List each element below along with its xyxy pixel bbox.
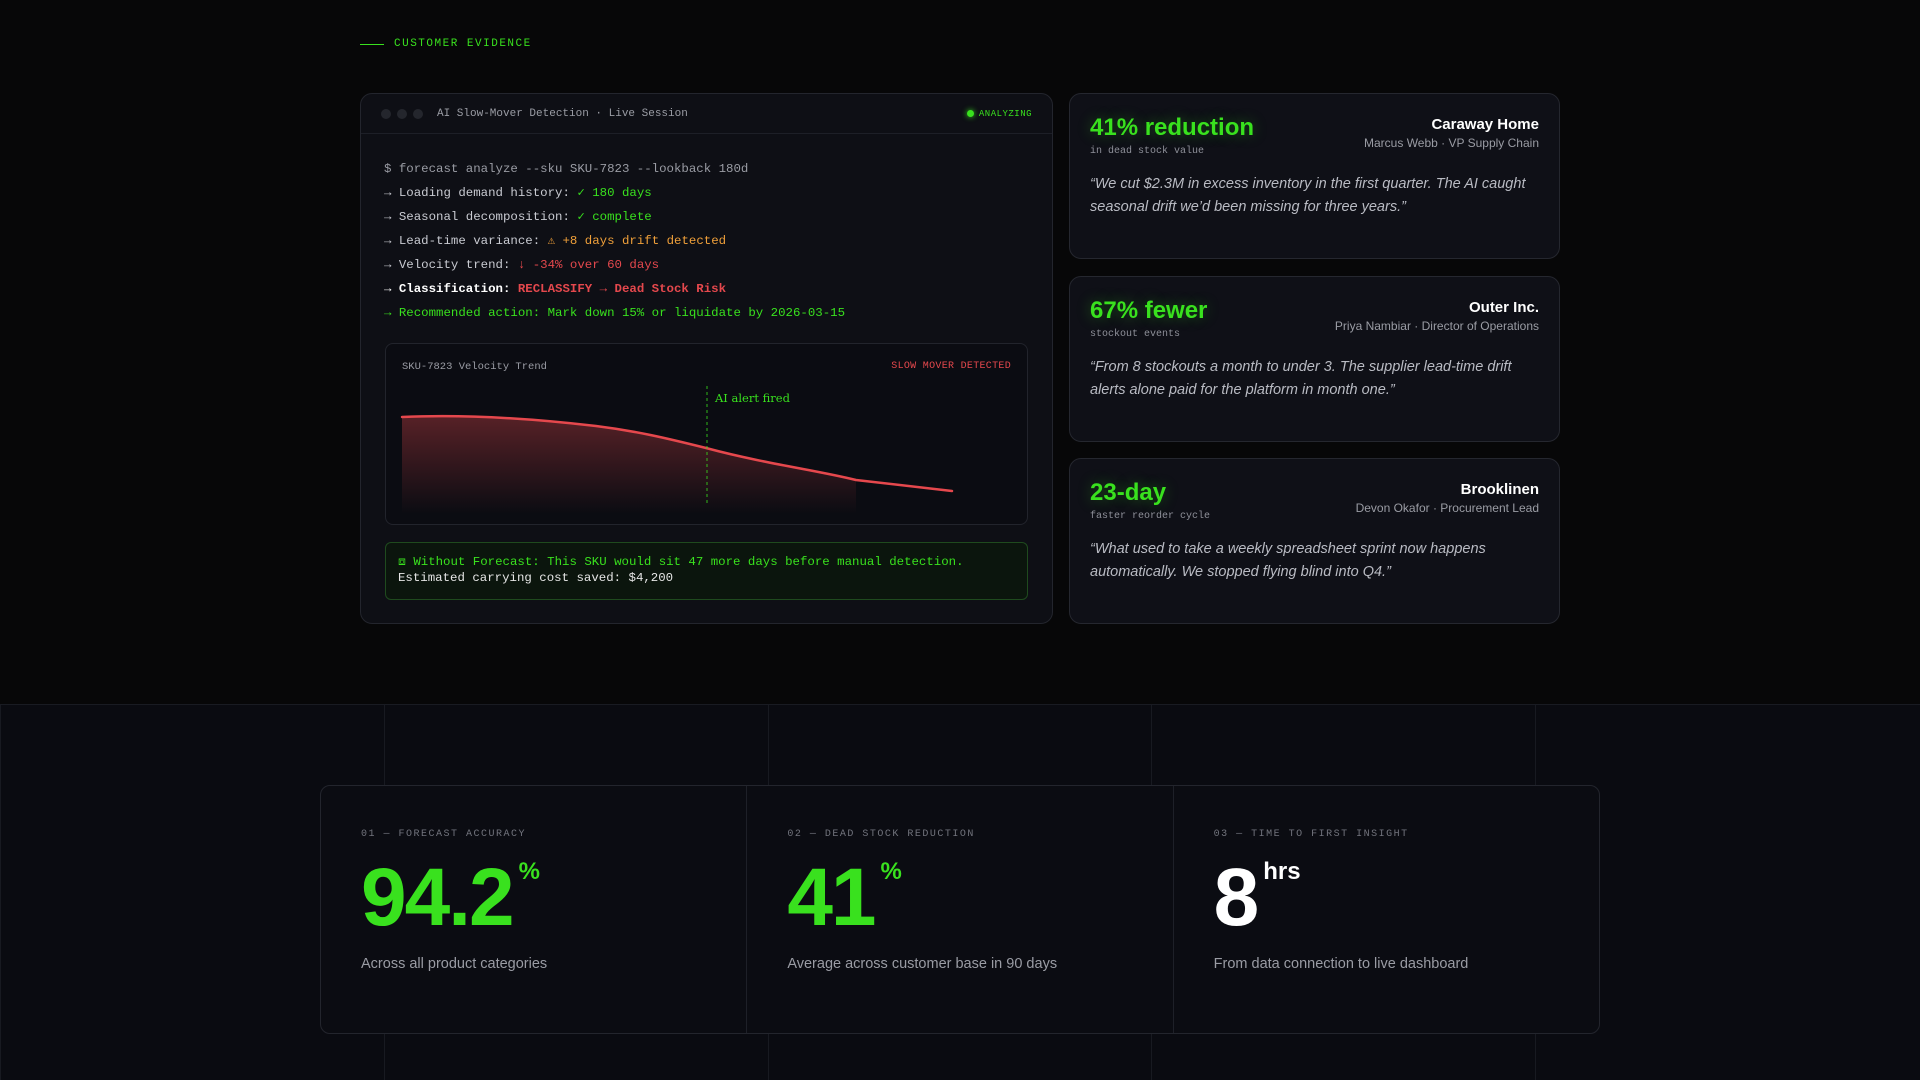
person-name: Priya Nambiar · Director of Operations bbox=[1334, 319, 1539, 333]
line-label: → Velocity trend: bbox=[384, 258, 518, 272]
line-value: ↓ -34% over 60 days bbox=[517, 258, 660, 272]
window-dot-icon bbox=[397, 108, 407, 119]
testimonial-card: 41% reduction in dead stock value Carawa… bbox=[1069, 93, 1560, 259]
note-line: Estimated carrying cost saved: $4,200 bbox=[398, 571, 674, 585]
card-metric: 23-day bbox=[1090, 479, 1167, 506]
testimonial-quote: “What used to take a weekly spreadsheet … bbox=[1090, 541, 1486, 580]
stat-value: 8 hrs bbox=[1214, 848, 1301, 948]
stat-value: 94.2 % bbox=[361, 848, 540, 948]
line-label: → Loading demand history: bbox=[384, 186, 578, 200]
person-name: Devon Okafor · Procurement Lead bbox=[1355, 501, 1539, 515]
line-label: → Seasonal decomposition: bbox=[384, 210, 578, 224]
stat-time-to-insight: 03 — TIME TO FIRST INSIGHT 8 hrs From da… bbox=[1172, 786, 1599, 1033]
terminal-line: → Lead-time variance: ⚠ +8 days drift de… bbox=[384, 229, 1029, 253]
stat-unit: % bbox=[880, 858, 902, 885]
stats-panel: 01 — FORECAST ACCURACY 94.2 % Across all… bbox=[320, 785, 1600, 1034]
terminal-line: → Loading demand history: ✓ 180 days bbox=[384, 181, 1029, 205]
testimonial-quote: “We cut $2.3M in excess inventory in the… bbox=[1090, 176, 1526, 215]
company-name: Outer Inc. bbox=[1468, 299, 1539, 316]
stat-description: From data connection to live dashboard bbox=[1213, 956, 1469, 972]
terminal-title: AI Slow-Mover Detection · Live Session bbox=[437, 107, 688, 120]
terminal-line: → Recommended action: Mark down 15% or l… bbox=[384, 301, 1029, 325]
stat-label: 01 — FORECAST ACCURACY bbox=[361, 829, 527, 840]
card-attribution: Outer Inc. Priya Nambiar · Director of O… bbox=[1335, 299, 1539, 333]
testimonial-card: 67% fewer stockout events Outer Inc. Pri… bbox=[1069, 276, 1560, 442]
terminal-command: $ forecast analyze --sku SKU-7823 --look… bbox=[384, 162, 749, 176]
window-dot-icon bbox=[381, 108, 391, 119]
chart-title: SKU-7823 Velocity Trend bbox=[402, 361, 547, 373]
status-text: ANALYZING bbox=[978, 108, 1032, 119]
line-label: → Lead-time variance: bbox=[384, 234, 548, 248]
stat-label: 02 — DEAD STOCK REDUCTION bbox=[787, 829, 975, 840]
line-value: ✓ complete bbox=[577, 210, 652, 224]
stat-unit: % bbox=[518, 858, 540, 885]
card-attribution: Caraway Home Marcus Webb · VP Supply Cha… bbox=[1364, 116, 1539, 150]
card-attribution: Brooklinen Devon Okafor · Procurement Le… bbox=[1356, 481, 1539, 515]
line-value: ⚠ +8 days drift detected bbox=[547, 234, 727, 248]
window-dot-icon bbox=[413, 108, 423, 119]
terminal-line: → Classification: RECLASSIFY → Dead Stoc… bbox=[384, 277, 1029, 301]
line-label: → Classification: bbox=[384, 282, 518, 296]
terminal-body: $ forecast analyze --sku SKU-7823 --look… bbox=[361, 134, 1052, 325]
stat-description: Across all product categories bbox=[361, 956, 548, 972]
terminal-line: → Seasonal decomposition: ✓ complete bbox=[384, 205, 1029, 229]
stat-number: 8 bbox=[1213, 852, 1260, 943]
status-badge: ANALYZING bbox=[966, 108, 1032, 119]
note-line: ⧈ Without Forecast: This SKU would sit 4… bbox=[398, 555, 964, 569]
line-label: → Recommended action: Mark down 15% or l… bbox=[384, 306, 846, 320]
velocity-chart-svg: AI alert fired bbox=[400, 386, 954, 514]
line-value: ✓ 180 days bbox=[577, 186, 652, 200]
eyebrow-rule bbox=[360, 43, 384, 45]
stat-unit: hrs bbox=[1263, 858, 1301, 885]
section-label: CUSTOMER EVIDENCE bbox=[394, 38, 532, 50]
chart-flag: SLOW MOVER DETECTED bbox=[891, 361, 1011, 372]
terminal-header: AI Slow-Mover Detection · Live Session A… bbox=[361, 94, 1052, 134]
stat-number: 94.2 bbox=[361, 852, 515, 943]
testimonial-card: 23-day faster reorder cycle Brooklinen D… bbox=[1069, 458, 1560, 624]
line-value: RECLASSIFY → Dead Stock Risk bbox=[517, 282, 727, 296]
card-metric-sub: faster reorder cycle bbox=[1090, 511, 1211, 522]
stat-forecast-accuracy: 01 — FORECAST ACCURACY 94.2 % Across all… bbox=[321, 786, 746, 1033]
grid-line bbox=[0, 705, 1, 1080]
card-metric: 67% fewer bbox=[1090, 297, 1208, 324]
trend-area bbox=[402, 416, 856, 514]
terminal-panel: AI Slow-Mover Detection · Live Session A… bbox=[360, 93, 1053, 624]
savings-note: ⧈ Without Forecast: This SKU would sit 4… bbox=[385, 542, 1028, 600]
testimonial-quote: “From 8 stockouts a month to under 3. Th… bbox=[1090, 359, 1512, 398]
velocity-chart: AI alert fired SKU-7823 Velocity Trend S… bbox=[385, 343, 1028, 525]
stat-value: 41 % bbox=[787, 848, 902, 948]
stat-label: 03 — TIME TO FIRST INSIGHT bbox=[1213, 829, 1409, 840]
card-metric-sub: in dead stock value bbox=[1090, 146, 1205, 157]
section-eyebrow: CUSTOMER EVIDENCE bbox=[360, 38, 532, 50]
company-name: Brooklinen bbox=[1460, 481, 1539, 498]
stat-dead-stock-reduction: 02 — DEAD STOCK REDUCTION 41 % Average a… bbox=[746, 786, 1172, 1033]
alert-annotation: AI alert fired bbox=[714, 391, 791, 405]
trend-line bbox=[400, 414, 954, 493]
card-metric-sub: stockout events bbox=[1090, 329, 1181, 340]
terminal-line: → Velocity trend: ↓ -34% over 60 days bbox=[384, 253, 1029, 277]
stat-number: 41 bbox=[787, 852, 876, 943]
stat-description: Average across customer base in 90 days bbox=[787, 956, 1058, 972]
company-name: Caraway Home bbox=[1431, 116, 1539, 133]
person-name: Marcus Webb · VP Supply Chain bbox=[1364, 136, 1539, 150]
card-metric: 41% reduction bbox=[1090, 114, 1255, 141]
status-dot-icon bbox=[966, 110, 974, 117]
